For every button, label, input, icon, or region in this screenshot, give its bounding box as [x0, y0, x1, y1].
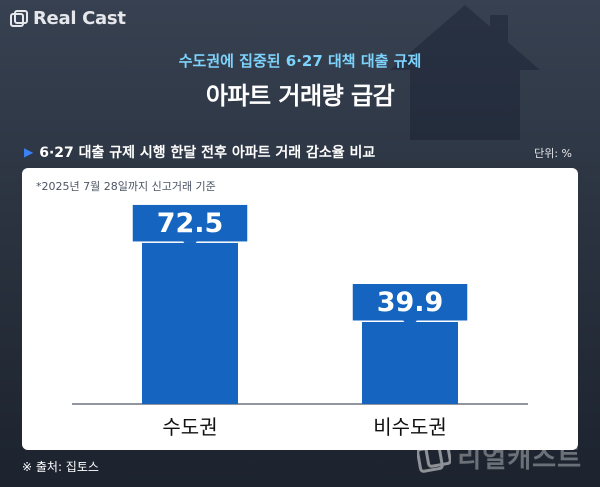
logo: Real Cast	[10, 8, 126, 29]
section-heading-text: 6·27 대출 규제 시행 한달 전후 아파트 거래 감소율 비교	[39, 145, 376, 161]
house-background-icon	[390, 5, 540, 140]
section-heading: ▶ 6·27 대출 규제 시행 한달 전후 아파트 거래 감소율 비교	[24, 142, 375, 162]
bar-1	[142, 228, 238, 404]
watermark-text: 리얼캐스트	[457, 444, 582, 474]
triangle-right-icon: ▶	[24, 145, 34, 159]
watermark: 리얼캐스트	[417, 438, 582, 475]
unit-label: 단위: %	[534, 147, 572, 160]
value-label-box-2	[351, 282, 469, 322]
chart-panel	[22, 168, 578, 450]
value-label-pointer-1	[183, 241, 197, 251]
subtitle: 수도권에 집중된 6·27 대책 대출 규제	[178, 52, 422, 70]
category-label-2: 비수도권	[373, 415, 447, 439]
footnote: *2025년 7월 28일까지 신고거래 기준	[36, 180, 216, 193]
value-label-2: 39.9	[377, 287, 444, 318]
value-label-1: 72.5	[157, 208, 224, 239]
page-title: 아파트 거래량 급감	[205, 82, 395, 110]
logo-icon	[10, 9, 28, 27]
watermark-logo-icon	[417, 439, 452, 473]
category-label-1: 수도권	[162, 415, 217, 439]
value-label-box-1	[131, 203, 249, 243]
source-note: ※ 출처: 집토스	[22, 460, 99, 474]
logo-text: Real Cast	[33, 8, 126, 29]
bar-chart: 72.5 수도권 39.9 비수도권	[72, 203, 528, 439]
value-label-pointer-2	[403, 320, 417, 330]
